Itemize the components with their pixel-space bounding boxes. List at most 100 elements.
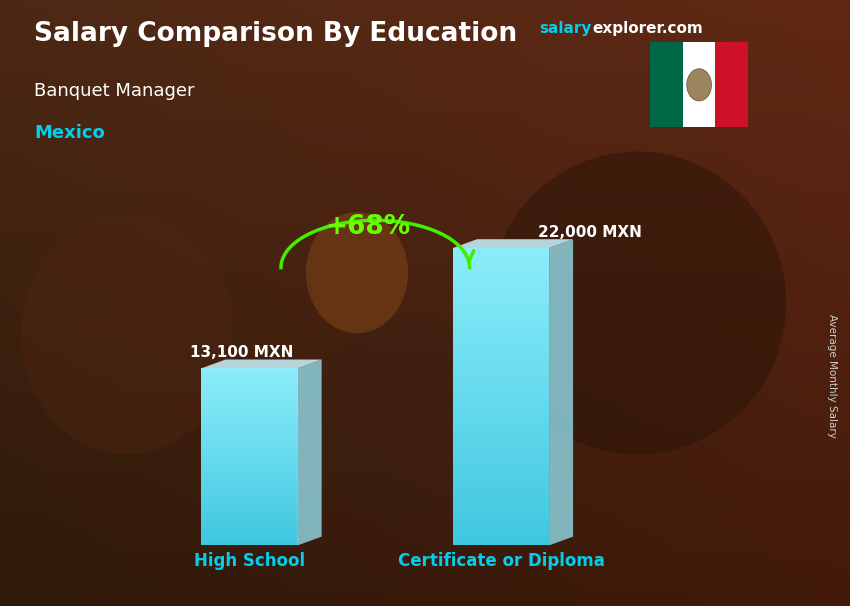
Text: High School: High School [194, 551, 305, 570]
Bar [683, 42, 716, 127]
Bar [453, 471, 549, 476]
Bar [453, 268, 549, 273]
Bar [201, 531, 298, 534]
Bar [453, 357, 549, 362]
Bar [201, 457, 298, 460]
Bar [201, 380, 298, 383]
Text: Mexico: Mexico [34, 124, 105, 142]
Bar [453, 496, 549, 501]
Bar [201, 501, 298, 504]
Bar [453, 501, 549, 506]
Bar [453, 456, 549, 461]
Bar [201, 383, 298, 386]
Text: Banquet Manager: Banquet Manager [34, 82, 195, 100]
Bar [201, 395, 298, 398]
Bar [453, 407, 549, 411]
Bar [453, 391, 549, 397]
Bar [201, 389, 298, 392]
Bar [201, 495, 298, 498]
Bar [201, 542, 298, 545]
Bar [201, 498, 298, 501]
Bar [453, 441, 549, 446]
Bar [201, 375, 298, 377]
Bar [453, 307, 549, 313]
Ellipse shape [306, 212, 408, 333]
Bar [453, 367, 549, 372]
Bar [453, 282, 549, 288]
Polygon shape [201, 359, 321, 368]
Bar [201, 516, 298, 519]
Circle shape [687, 68, 711, 101]
Bar [453, 516, 549, 521]
Bar [201, 468, 298, 471]
Ellipse shape [298, 318, 552, 530]
Bar [201, 445, 298, 448]
Bar [201, 487, 298, 489]
Bar [201, 371, 298, 375]
Bar [453, 313, 549, 318]
Bar [201, 489, 298, 492]
Bar [453, 372, 549, 377]
Bar [201, 463, 298, 465]
Bar [201, 504, 298, 507]
Text: +68%: +68% [326, 215, 411, 241]
Bar [453, 486, 549, 491]
Bar [201, 478, 298, 481]
Bar [453, 506, 549, 511]
Bar [201, 454, 298, 457]
Bar [201, 507, 298, 510]
Bar [201, 433, 298, 436]
Bar [453, 416, 549, 422]
Bar [453, 337, 549, 342]
Polygon shape [549, 239, 573, 545]
Bar [201, 436, 298, 439]
Bar [453, 362, 549, 367]
Bar [453, 293, 549, 298]
Bar [201, 398, 298, 401]
Text: explorer.com: explorer.com [592, 21, 703, 36]
Bar [453, 541, 549, 545]
Bar [453, 402, 549, 407]
Bar [201, 510, 298, 513]
Text: Certificate or Diploma: Certificate or Diploma [398, 551, 604, 570]
Bar [650, 42, 683, 127]
Bar [201, 451, 298, 454]
Bar [453, 411, 549, 416]
Bar [453, 278, 549, 282]
Bar [453, 446, 549, 451]
Bar [453, 273, 549, 278]
Bar [201, 430, 298, 433]
Text: Average Monthly Salary: Average Monthly Salary [827, 314, 837, 438]
Bar [201, 519, 298, 522]
Bar [201, 460, 298, 463]
Bar [453, 332, 549, 337]
Bar [201, 534, 298, 536]
Bar [453, 327, 549, 332]
Bar [453, 466, 549, 471]
Bar [201, 528, 298, 531]
Bar [201, 407, 298, 410]
Bar [201, 474, 298, 478]
Bar [201, 471, 298, 474]
Bar [453, 422, 549, 427]
Bar [453, 511, 549, 516]
Bar [201, 410, 298, 413]
Bar [201, 386, 298, 389]
Text: 22,000 MXN: 22,000 MXN [538, 225, 642, 240]
Bar [201, 439, 298, 442]
Bar [453, 248, 549, 253]
Bar [453, 352, 549, 357]
Bar [453, 397, 549, 402]
Bar [453, 476, 549, 481]
Bar [201, 484, 298, 487]
Bar [453, 302, 549, 307]
Bar [453, 431, 549, 436]
Bar [201, 404, 298, 407]
Bar [453, 436, 549, 441]
Bar [201, 368, 298, 371]
Bar [201, 413, 298, 416]
Bar [716, 42, 748, 127]
Bar [201, 481, 298, 484]
Bar [201, 465, 298, 468]
Bar [201, 522, 298, 525]
